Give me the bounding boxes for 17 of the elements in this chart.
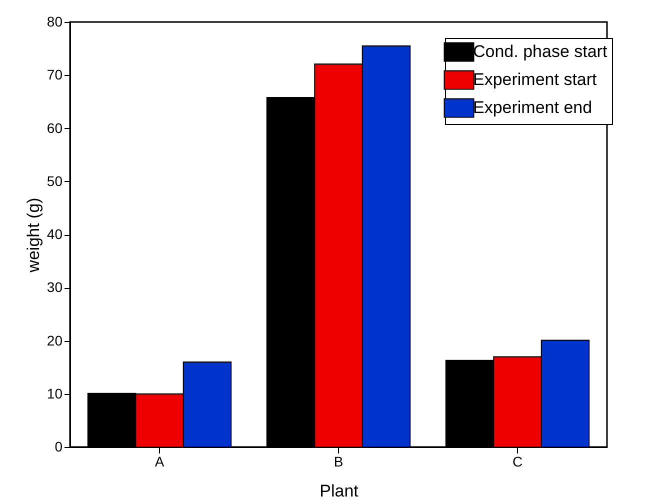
x-tick-label: C: [512, 454, 523, 470]
legend-label: Experiment end: [473, 98, 592, 117]
x-axis-title: Plant: [320, 482, 359, 500]
y-tick-label: 50: [46, 172, 63, 189]
y-tick-label: 70: [46, 66, 63, 83]
y-tick-label: 60: [46, 120, 63, 136]
y-tick-label: 10: [46, 385, 63, 402]
x-tick-label: A: [154, 454, 165, 470]
y-tick-label: 40: [46, 226, 63, 242]
legend-label: Cond. phase start: [473, 42, 608, 61]
legend-label: Experiment start: [473, 70, 598, 89]
y-axis-title: weight (g): [24, 198, 43, 274]
y-tick-label: 30: [46, 279, 63, 296]
y-tick-label: 80: [46, 14, 63, 30]
x-tick-label: B: [334, 454, 344, 470]
y-tick-label: 0: [54, 438, 63, 454]
y-tick-label: 20: [46, 332, 63, 348]
